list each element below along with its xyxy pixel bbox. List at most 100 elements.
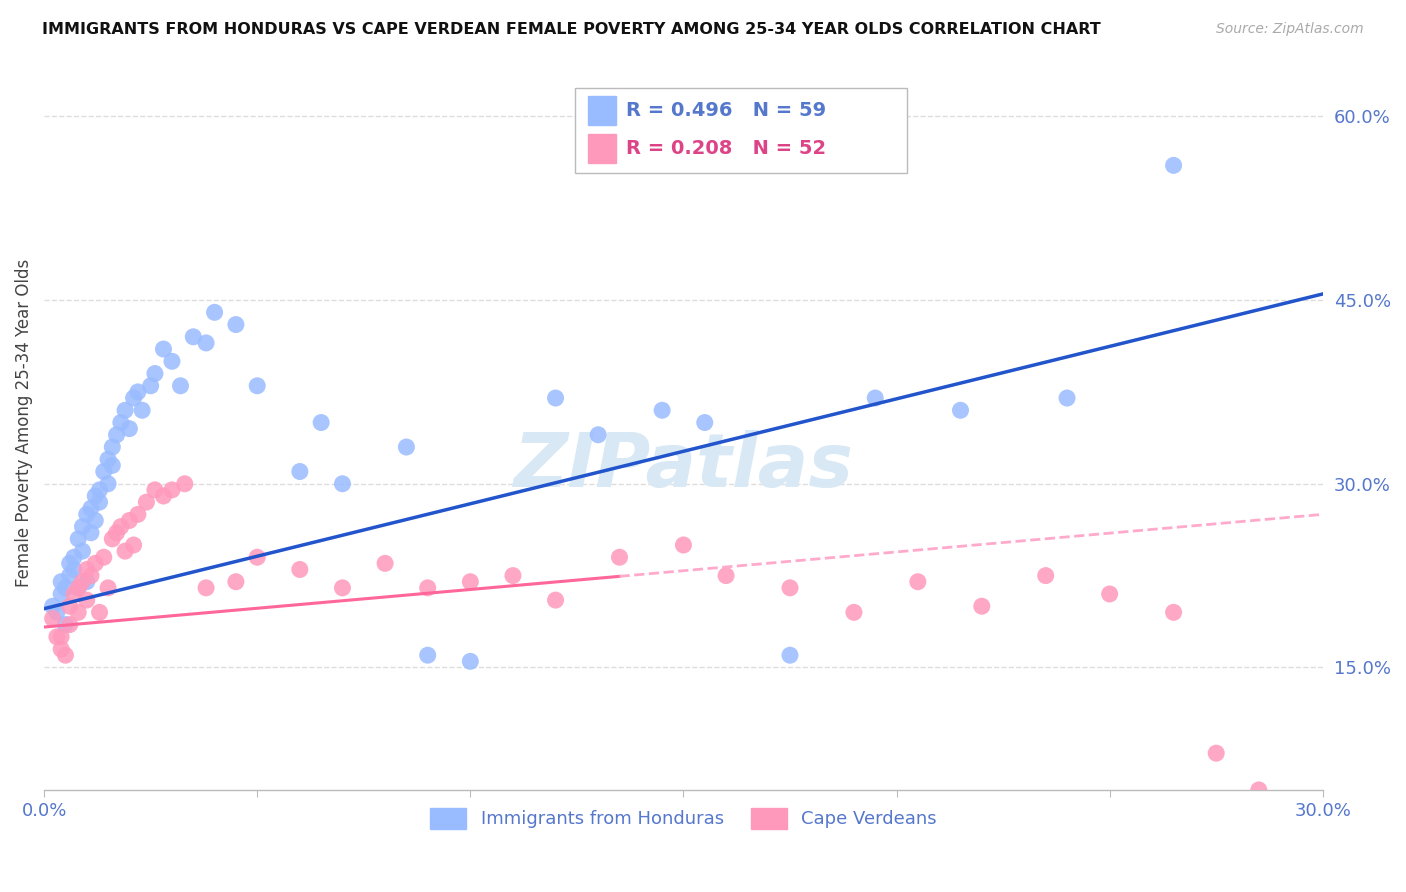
Point [93, 465, 115, 479]
Point [55, 617, 77, 632]
Point [97, 476, 120, 491]
Point [779, 581, 801, 595]
Point [101, 532, 124, 546]
Point [105, 525, 128, 540]
Point [59, 557, 82, 571]
Point [76, 562, 98, 576]
Point [84, 557, 107, 571]
Point [544, 391, 567, 405]
Point [97, 452, 120, 467]
Point [89, 495, 111, 509]
Point [49, 642, 72, 657]
Point [139, 378, 162, 392]
Point [195, 581, 218, 595]
Point [76, 593, 98, 607]
Point [609, 550, 631, 565]
Point [63, 550, 86, 565]
Text: Source: ZipAtlas.com: Source: ZipAtlas.com [1216, 22, 1364, 37]
Point [114, 403, 136, 417]
Point [72, 519, 94, 533]
Point [67, 581, 90, 595]
Point [114, 544, 136, 558]
Point [59, 617, 82, 632]
Point [714, 568, 737, 582]
Point [395, 440, 418, 454]
Point [135, 495, 157, 509]
Point [41, 599, 63, 614]
Point [288, 465, 311, 479]
Point [89, 605, 111, 619]
Point [118, 422, 141, 436]
Point [55, 581, 77, 595]
Point [160, 354, 183, 368]
Point [693, 416, 716, 430]
Point [80, 501, 103, 516]
Point [1056, 391, 1078, 405]
Text: R = 0.208   N = 52: R = 0.208 N = 52 [626, 139, 825, 158]
Point [110, 519, 132, 533]
Point [101, 458, 124, 473]
Point [67, 581, 90, 595]
Point [101, 440, 124, 454]
Point [651, 403, 673, 417]
Point [1247, 783, 1270, 797]
Point [865, 391, 887, 405]
Point [110, 416, 132, 430]
Point [45, 630, 67, 644]
Point [1163, 605, 1185, 619]
Point [105, 427, 128, 442]
Point [49, 587, 72, 601]
Point [332, 581, 354, 595]
Point [84, 489, 107, 503]
Point [143, 367, 166, 381]
Point [41, 611, 63, 625]
Point [49, 630, 72, 644]
Point [374, 557, 396, 571]
Point [246, 550, 269, 565]
Point [544, 593, 567, 607]
Point [1098, 587, 1121, 601]
Point [195, 335, 218, 350]
Point [67, 605, 90, 619]
Point [122, 538, 145, 552]
Point [76, 574, 98, 589]
Point [181, 330, 204, 344]
Point [173, 476, 195, 491]
Point [309, 416, 332, 430]
Point [80, 525, 103, 540]
Point [1205, 746, 1227, 760]
Bar [588, 134, 616, 163]
Point [970, 599, 993, 614]
Text: IMMIGRANTS FROM HONDURAS VS CAPE VERDEAN FEMALE POVERTY AMONG 25-34 YEAR OLDS CO: IMMIGRANTS FROM HONDURAS VS CAPE VERDEAN… [42, 22, 1101, 37]
Point [160, 483, 183, 497]
Point [131, 403, 153, 417]
Point [907, 574, 929, 589]
Point [63, 587, 86, 601]
Point [1035, 568, 1057, 582]
Point [59, 568, 82, 582]
Point [84, 514, 107, 528]
Point [152, 342, 174, 356]
Point [127, 384, 149, 399]
Point [672, 538, 695, 552]
Point [169, 378, 191, 392]
Point [76, 508, 98, 522]
Point [225, 574, 247, 589]
Text: ZIPatlas: ZIPatlas [513, 430, 853, 503]
Point [49, 574, 72, 589]
FancyBboxPatch shape [575, 88, 907, 173]
Point [93, 550, 115, 565]
Bar [588, 95, 616, 125]
Point [246, 378, 269, 392]
Point [72, 574, 94, 589]
Point [779, 648, 801, 663]
Point [1163, 158, 1185, 172]
Point [80, 568, 103, 582]
Point [842, 605, 865, 619]
Point [122, 391, 145, 405]
Point [332, 476, 354, 491]
Point [72, 544, 94, 558]
Legend: Immigrants from Honduras, Cape Verdeans: Immigrants from Honduras, Cape Verdeans [423, 801, 945, 836]
Point [118, 514, 141, 528]
Point [89, 483, 111, 497]
